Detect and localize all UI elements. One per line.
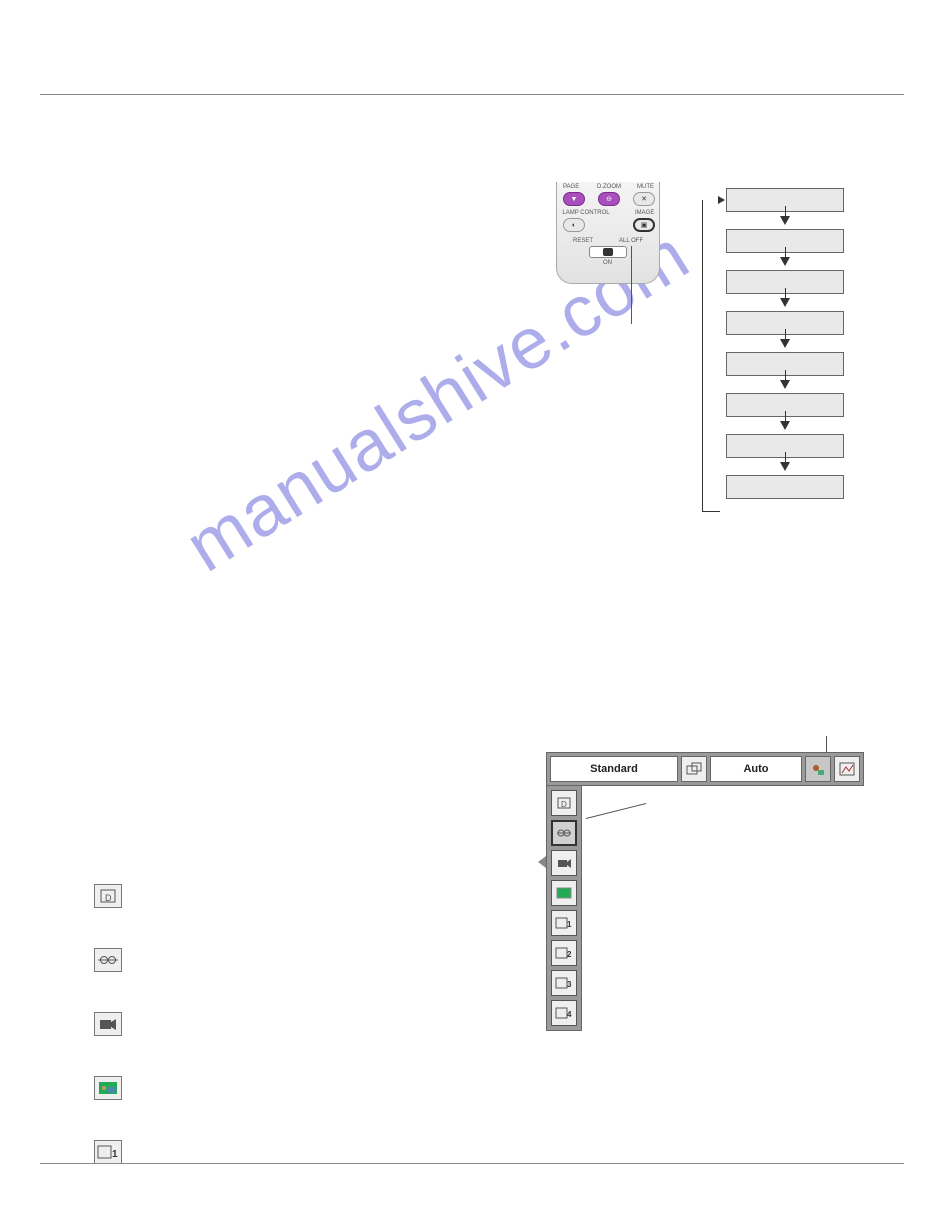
image-button[interactable]: ▣ <box>633 218 655 232</box>
side-image2[interactable]: 2 <box>551 940 577 966</box>
svg-text:2: 2 <box>567 950 572 959</box>
side-cinema[interactable] <box>551 850 577 876</box>
image3-icon: 3 <box>555 976 573 990</box>
flow-arrow-3 <box>780 298 790 307</box>
image1-icon: 1 <box>555 916 573 930</box>
flow-return-arrowhead <box>718 196 725 204</box>
image-level-sidebar: D 1 2 3 4 <box>546 786 582 1031</box>
remote-label-image: IMAGE <box>635 210 654 216</box>
on-label: ON <box>603 260 612 266</box>
flow-arrow-1 <box>780 216 790 225</box>
flow-box-8 <box>726 475 844 499</box>
cinema-icon <box>556 856 572 870</box>
row-blackboard-icon <box>94 1076 122 1100</box>
flow-arrow-2 <box>780 257 790 266</box>
mute-button[interactable]: ✕ <box>633 192 655 206</box>
svg-text:1: 1 <box>567 920 572 929</box>
reset-switch[interactable] <box>589 246 627 258</box>
svg-text:D: D <box>105 893 112 903</box>
blackboard-icon <box>556 886 572 900</box>
image4-icon: 4 <box>555 1006 573 1020</box>
flow-arrow-6 <box>780 421 790 430</box>
menu-auto-cell[interactable]: Auto <box>710 756 802 782</box>
adjust-icon <box>839 762 855 776</box>
menu-icon-1[interactable] <box>681 756 707 782</box>
side-blackboard[interactable] <box>551 880 577 906</box>
remote-label-lamp: LAMP CONTROL <box>561 210 611 216</box>
svg-text:3: 3 <box>567 980 572 989</box>
row-image1-icon: 1 <box>94 1140 122 1164</box>
svg-text:4: 4 <box>567 1010 572 1019</box>
footer-rule <box>40 1163 904 1164</box>
image2-icon: 2 <box>555 946 573 960</box>
row-dynamic: D <box>94 884 474 908</box>
reset-label: RESET <box>573 238 593 244</box>
flow-arrow-5 <box>780 380 790 389</box>
remote-body: PAGE D.ZOOM MUTE ▼ ⊖ ✕ LAMP CONTROL IMAG… <box>556 182 660 284</box>
page-down-button[interactable]: ▼ <box>563 192 585 206</box>
svg-text:1: 1 <box>112 1149 118 1160</box>
side-image1[interactable]: 1 <box>551 910 577 936</box>
row-cinema-icon <box>94 1012 122 1036</box>
menu-icon-3[interactable] <box>834 756 860 782</box>
svg-text:D: D <box>561 800 567 809</box>
icon-list: D 1 <box>94 884 474 1164</box>
top-rule <box>40 94 904 95</box>
remote-figure: PAGE D.ZOOM MUTE ▼ ⊖ ✕ LAMP CONTROL IMAG… <box>538 182 678 314</box>
image-button-pointer <box>631 246 632 324</box>
flow-diagram <box>720 188 850 499</box>
row-cinema <box>94 1012 474 1036</box>
system-icon <box>686 762 702 776</box>
side-image3[interactable]: 3 <box>551 970 577 996</box>
remote-label-page: PAGE <box>563 184 579 190</box>
row-image1: 1 <box>94 1140 474 1164</box>
menu-standard-cell[interactable]: Standard <box>550 756 678 782</box>
standard-icon <box>556 826 572 840</box>
remote-label-mute: MUTE <box>637 184 654 190</box>
menu-bar: Standard Auto <box>546 752 864 786</box>
row-standard-icon <box>94 948 122 972</box>
lamp-control-button[interactable]: ◐ <box>563 218 585 232</box>
side-standard[interactable] <box>551 820 577 846</box>
side-expand-arrow <box>538 856 546 868</box>
flow-arrow-4 <box>780 339 790 348</box>
row-standard <box>94 948 474 972</box>
side-dynamic[interactable]: D <box>551 790 577 816</box>
dzoom-minus-button[interactable]: ⊖ <box>598 192 620 206</box>
remote-label-dzoom: D.ZOOM <box>597 184 621 190</box>
row-blackboard <box>94 1076 474 1100</box>
flow-arrow-7 <box>780 462 790 471</box>
flow-return-line <box>702 200 720 512</box>
image-select-icon <box>810 762 826 776</box>
alloff-label: ALL OFF <box>619 238 643 244</box>
dynamic-icon: D <box>556 796 572 810</box>
menu-image-select-icon[interactable] <box>805 756 831 782</box>
row-dynamic-icon: D <box>94 884 122 908</box>
side-image4[interactable]: 4 <box>551 1000 577 1026</box>
menu-figure: Standard Auto D 1 <box>546 752 864 1031</box>
